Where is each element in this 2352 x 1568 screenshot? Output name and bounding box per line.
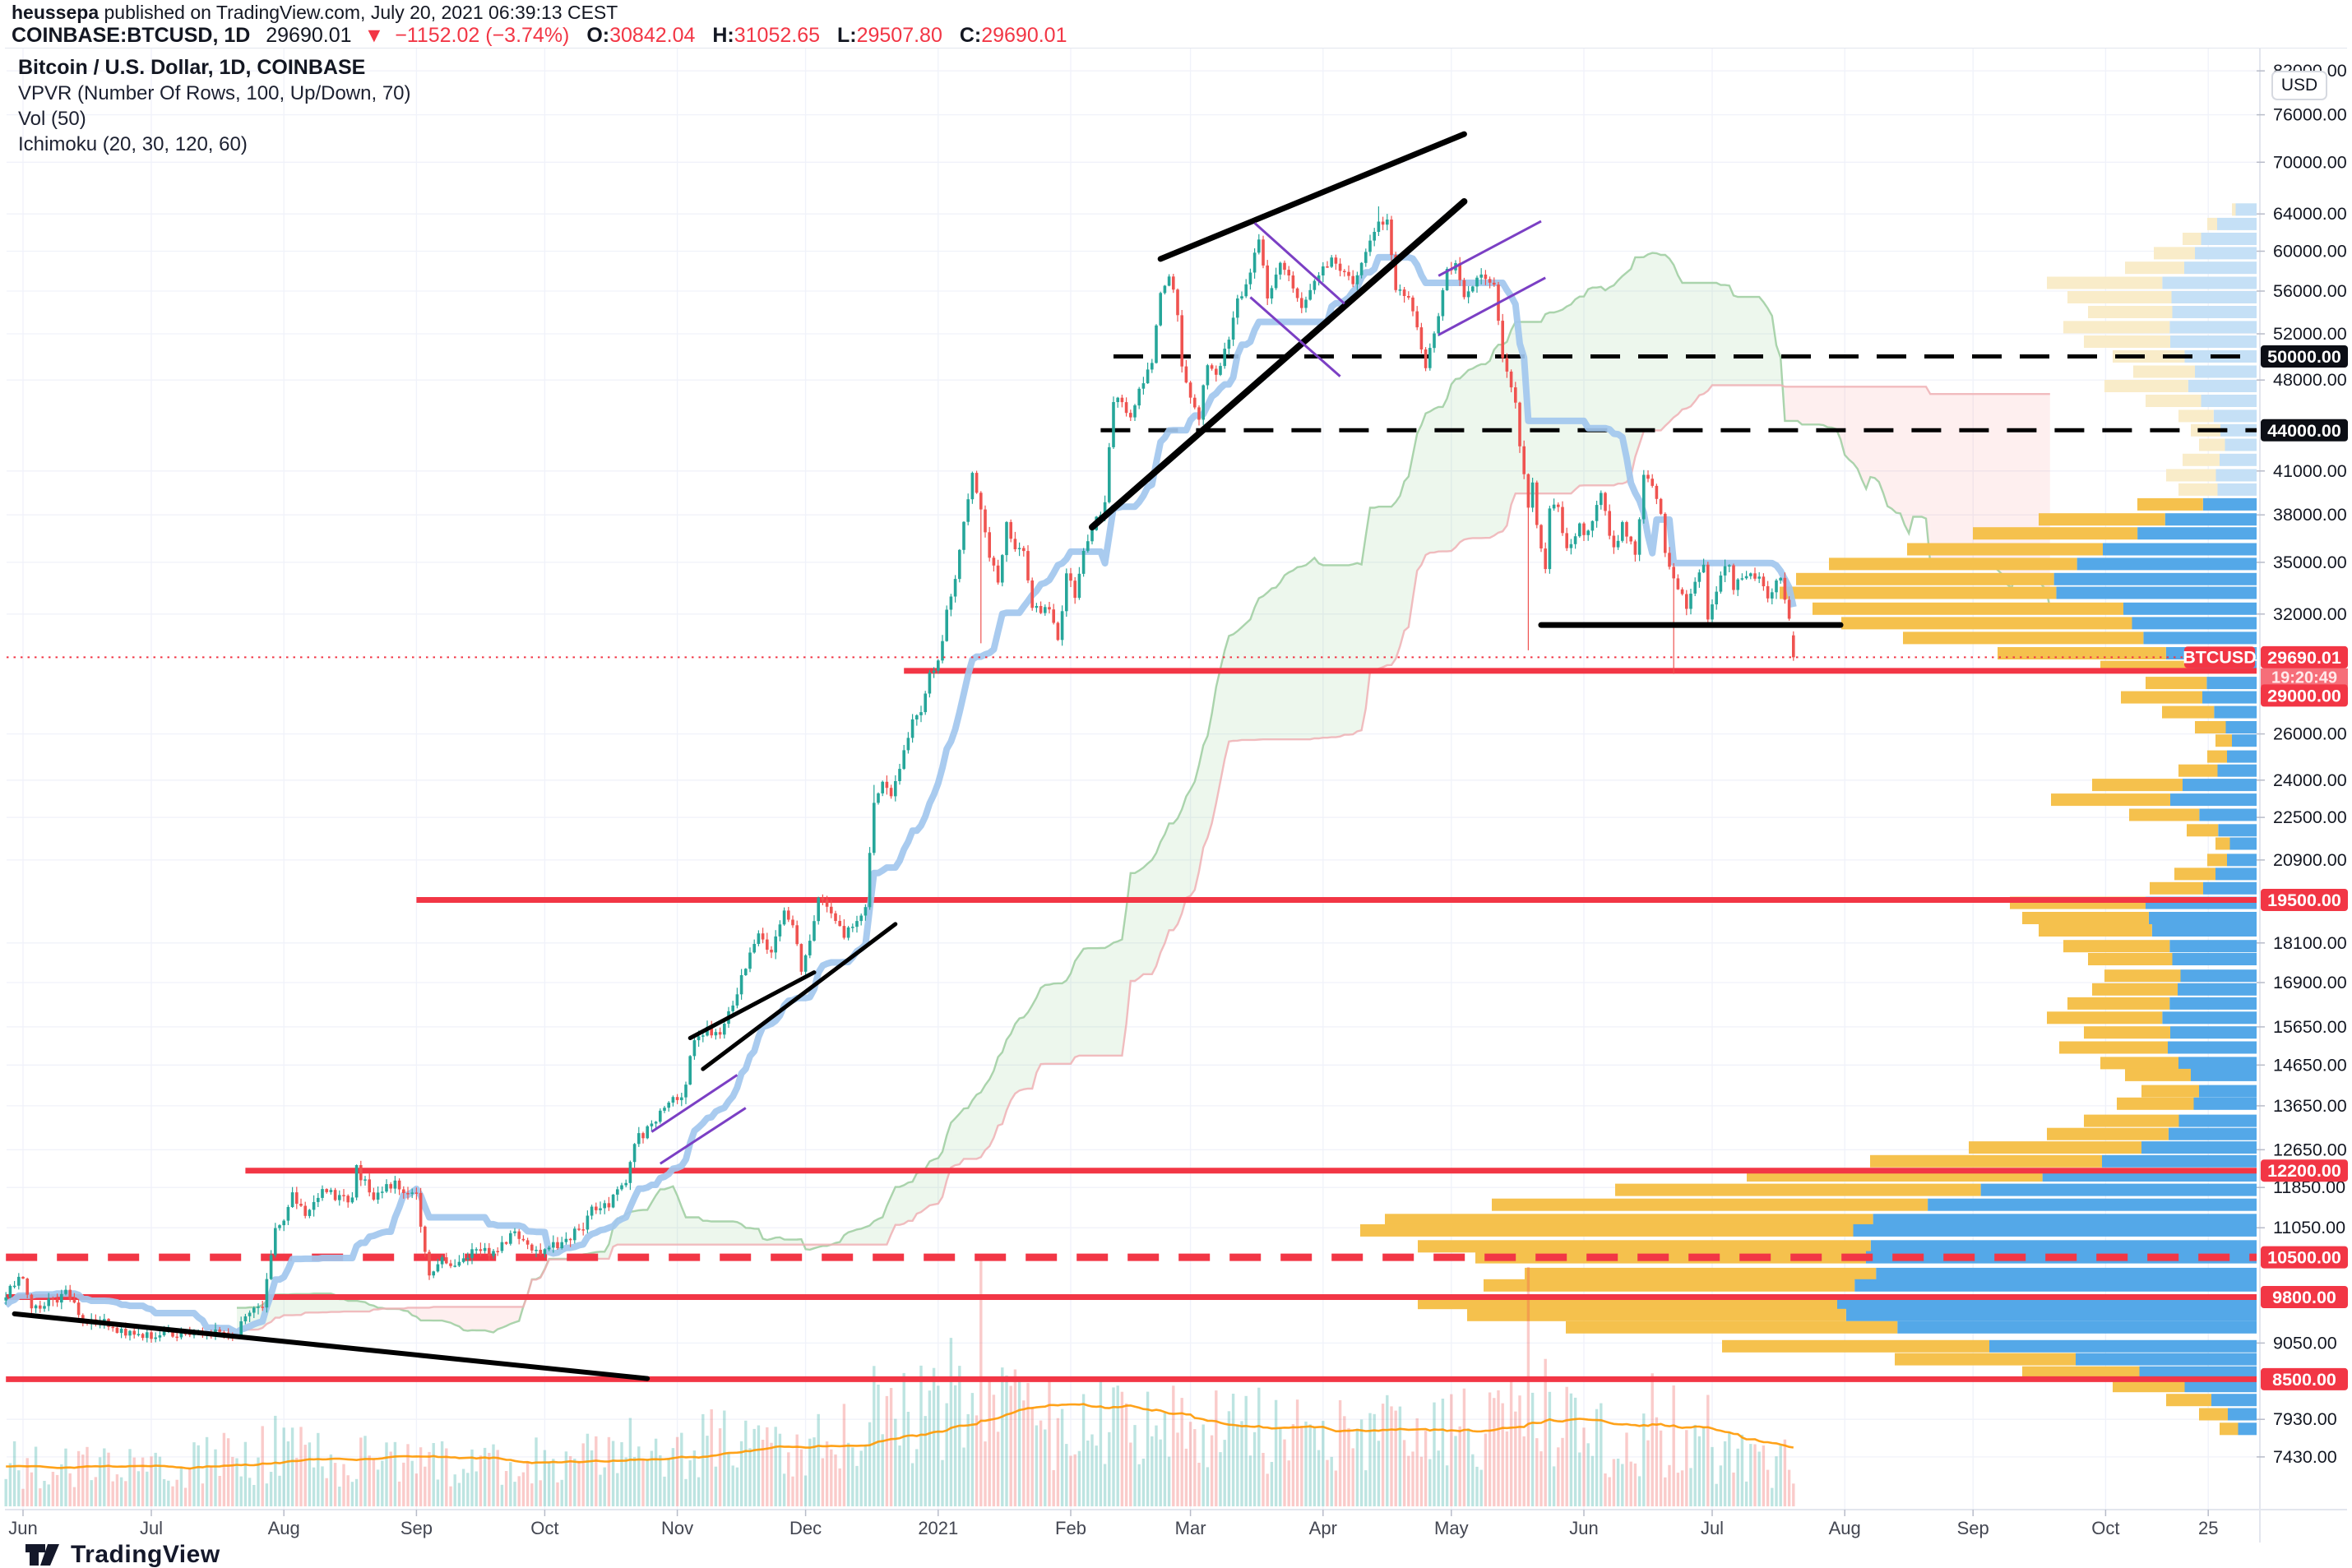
svg-text:Jul: Jul [140,1518,163,1538]
svg-text:Dec: Dec [789,1518,822,1538]
svg-text:25: 25 [2198,1518,2218,1538]
svg-text:Jun: Jun [1569,1518,1598,1538]
svg-text:29690.01: 29690.01 [2267,648,2341,668]
svg-text:50000.00: 50000.00 [2267,347,2341,367]
legend-indicator-ichimoku[interactable]: Ichimoku (20, 30, 120, 60) [18,133,248,155]
legend-indicator-vpvr[interactable]: VPVR (Number Of Rows, 100, Up/Down, 70) [18,82,411,104]
open-value: 30842.04 [609,24,696,47]
high-label: H: [712,24,734,47]
svg-text:7930.00: 7930.00 [2273,1409,2337,1429]
svg-text:35000.00: 35000.00 [2273,553,2347,572]
legend-indicator-volume[interactable]: Vol (50) [18,108,86,130]
tradingview-logo-icon[interactable] [25,1541,61,1568]
svg-text:56000.00: 56000.00 [2273,281,2347,301]
svg-text:2021: 2021 [918,1518,958,1538]
close-label: C: [959,24,982,47]
last-price: 29690.01 [266,24,352,47]
price-change: −1152.02 (−3.74%) [395,24,570,47]
svg-text:13650.00: 13650.00 [2273,1096,2347,1116]
svg-text:Aug: Aug [268,1518,300,1538]
svg-text:32000.00: 32000.00 [2273,604,2347,624]
volume-ma-line [6,1403,1794,1470]
low-label: L: [836,24,857,47]
svg-text:44000.00: 44000.00 [2267,421,2341,441]
svg-text:76000.00: 76000.00 [2273,105,2347,125]
channel-line-0 [651,1074,738,1133]
svg-text:Jul: Jul [1701,1518,1724,1538]
svg-text:70000.00: 70000.00 [2273,152,2347,172]
svg-text:Oct: Oct [530,1518,558,1538]
tradingview-footer: TradingView [25,1541,220,1568]
svg-text:19500.00: 19500.00 [2267,890,2341,910]
price-axis[interactable]: 82000.0076000.0070000.0064000.0060000.00… [2183,61,2348,1467]
symbol-status-line: COINBASE:BTCUSD, 1D 29690.01 ▼ −1152.02 … [12,24,1067,47]
svg-text:60000.00: 60000.00 [2273,242,2347,261]
open-label: O: [586,24,610,47]
channel-line-1 [659,1107,747,1165]
svg-text:48000.00: 48000.00 [2273,370,2347,390]
trendline-0 [12,1311,651,1381]
svg-text:20900.00: 20900.00 [2273,850,2347,870]
trendline-1 [688,970,817,1040]
svg-text:64000.00: 64000.00 [2273,204,2347,224]
volume-pane [4,1255,1795,1506]
svg-text:26000.00: 26000.00 [2273,724,2347,744]
author-name: heussepa [12,2,100,23]
svg-text:9800.00: 9800.00 [2272,1288,2336,1307]
trendline-2 [701,922,898,1071]
channel-line-2 [1253,222,1345,305]
channel-line-5 [1438,276,1546,336]
svg-text:22500.00: 22500.00 [2273,807,2347,827]
svg-text:52000.00: 52000.00 [2273,324,2347,344]
publish-line: heussepa published on TradingView.com, J… [12,2,618,24]
svg-text:Sep: Sep [1957,1518,1989,1538]
svg-text:7430.00: 7430.00 [2273,1447,2337,1467]
volume-profile [1360,203,2257,1436]
channel-line-3 [1249,296,1341,377]
channel-line-4 [1438,220,1542,277]
svg-text:Feb: Feb [1055,1518,1086,1538]
currency-unit-button[interactable]: USD [2271,71,2327,100]
symbol-interval: COINBASE:BTCUSD, 1D [12,24,251,47]
svg-text:19:20:49: 19:20:49 [2271,668,2337,687]
svg-text:24000.00: 24000.00 [2273,770,2347,790]
svg-text:Nov: Nov [661,1518,693,1538]
high-value: 31052.65 [734,24,821,47]
trendline-4 [1089,198,1468,531]
time-axis[interactable]: Jun Jul Aug Sep Oct Nov Dec 2021 Feb Mar Apr May Jun… [8,1510,2218,1538]
svg-text:9050.00: 9050.00 [2273,1333,2337,1353]
svg-text:Aug: Aug [1829,1518,1861,1538]
chart-legend: Bitcoin / U.S. Dollar, 1D, COINBASE VPVR… [18,54,411,157]
svg-text:29000.00: 29000.00 [2267,686,2341,705]
svg-text:Sep: Sep [400,1518,433,1538]
symbol-price-tag: BTCUSD [2183,646,2257,668]
publish-info: published on TradingView.com, July 20, 2… [99,2,618,23]
svg-text:14650.00: 14650.00 [2273,1055,2347,1075]
legend-symbol-title[interactable]: Bitcoin / U.S. Dollar, 1D, COINBASE [18,56,366,79]
close-value: 29690.01 [981,24,1067,47]
svg-text:May: May [1434,1518,1469,1538]
svg-text:12200.00: 12200.00 [2267,1161,2341,1181]
svg-text:16900.00: 16900.00 [2273,973,2347,992]
svg-text:Jun: Jun [8,1518,37,1538]
trendline-3 [1157,131,1467,262]
low-value: 29507.80 [856,24,942,47]
svg-text:15650.00: 15650.00 [2273,1017,2347,1037]
svg-text:18100.00: 18100.00 [2273,933,2347,953]
svg-text:Apr: Apr [1309,1518,1337,1538]
svg-text:12650.00: 12650.00 [2273,1140,2347,1159]
direction-down-icon: ▼ [363,24,385,47]
svg-text:41000.00: 41000.00 [2273,461,2347,481]
svg-text:Mar: Mar [1175,1518,1206,1538]
svg-text:10500.00: 10500.00 [2267,1248,2341,1268]
svg-text:8500.00: 8500.00 [2272,1370,2336,1390]
svg-text:11050.00: 11050.00 [2273,1218,2345,1237]
svg-text:BTCUSD: BTCUSD [2183,647,2257,667]
svg-text:38000.00: 38000.00 [2273,505,2347,525]
svg-text:Oct: Oct [2091,1518,2119,1538]
tradingview-brand-text[interactable]: TradingView [71,1541,220,1568]
